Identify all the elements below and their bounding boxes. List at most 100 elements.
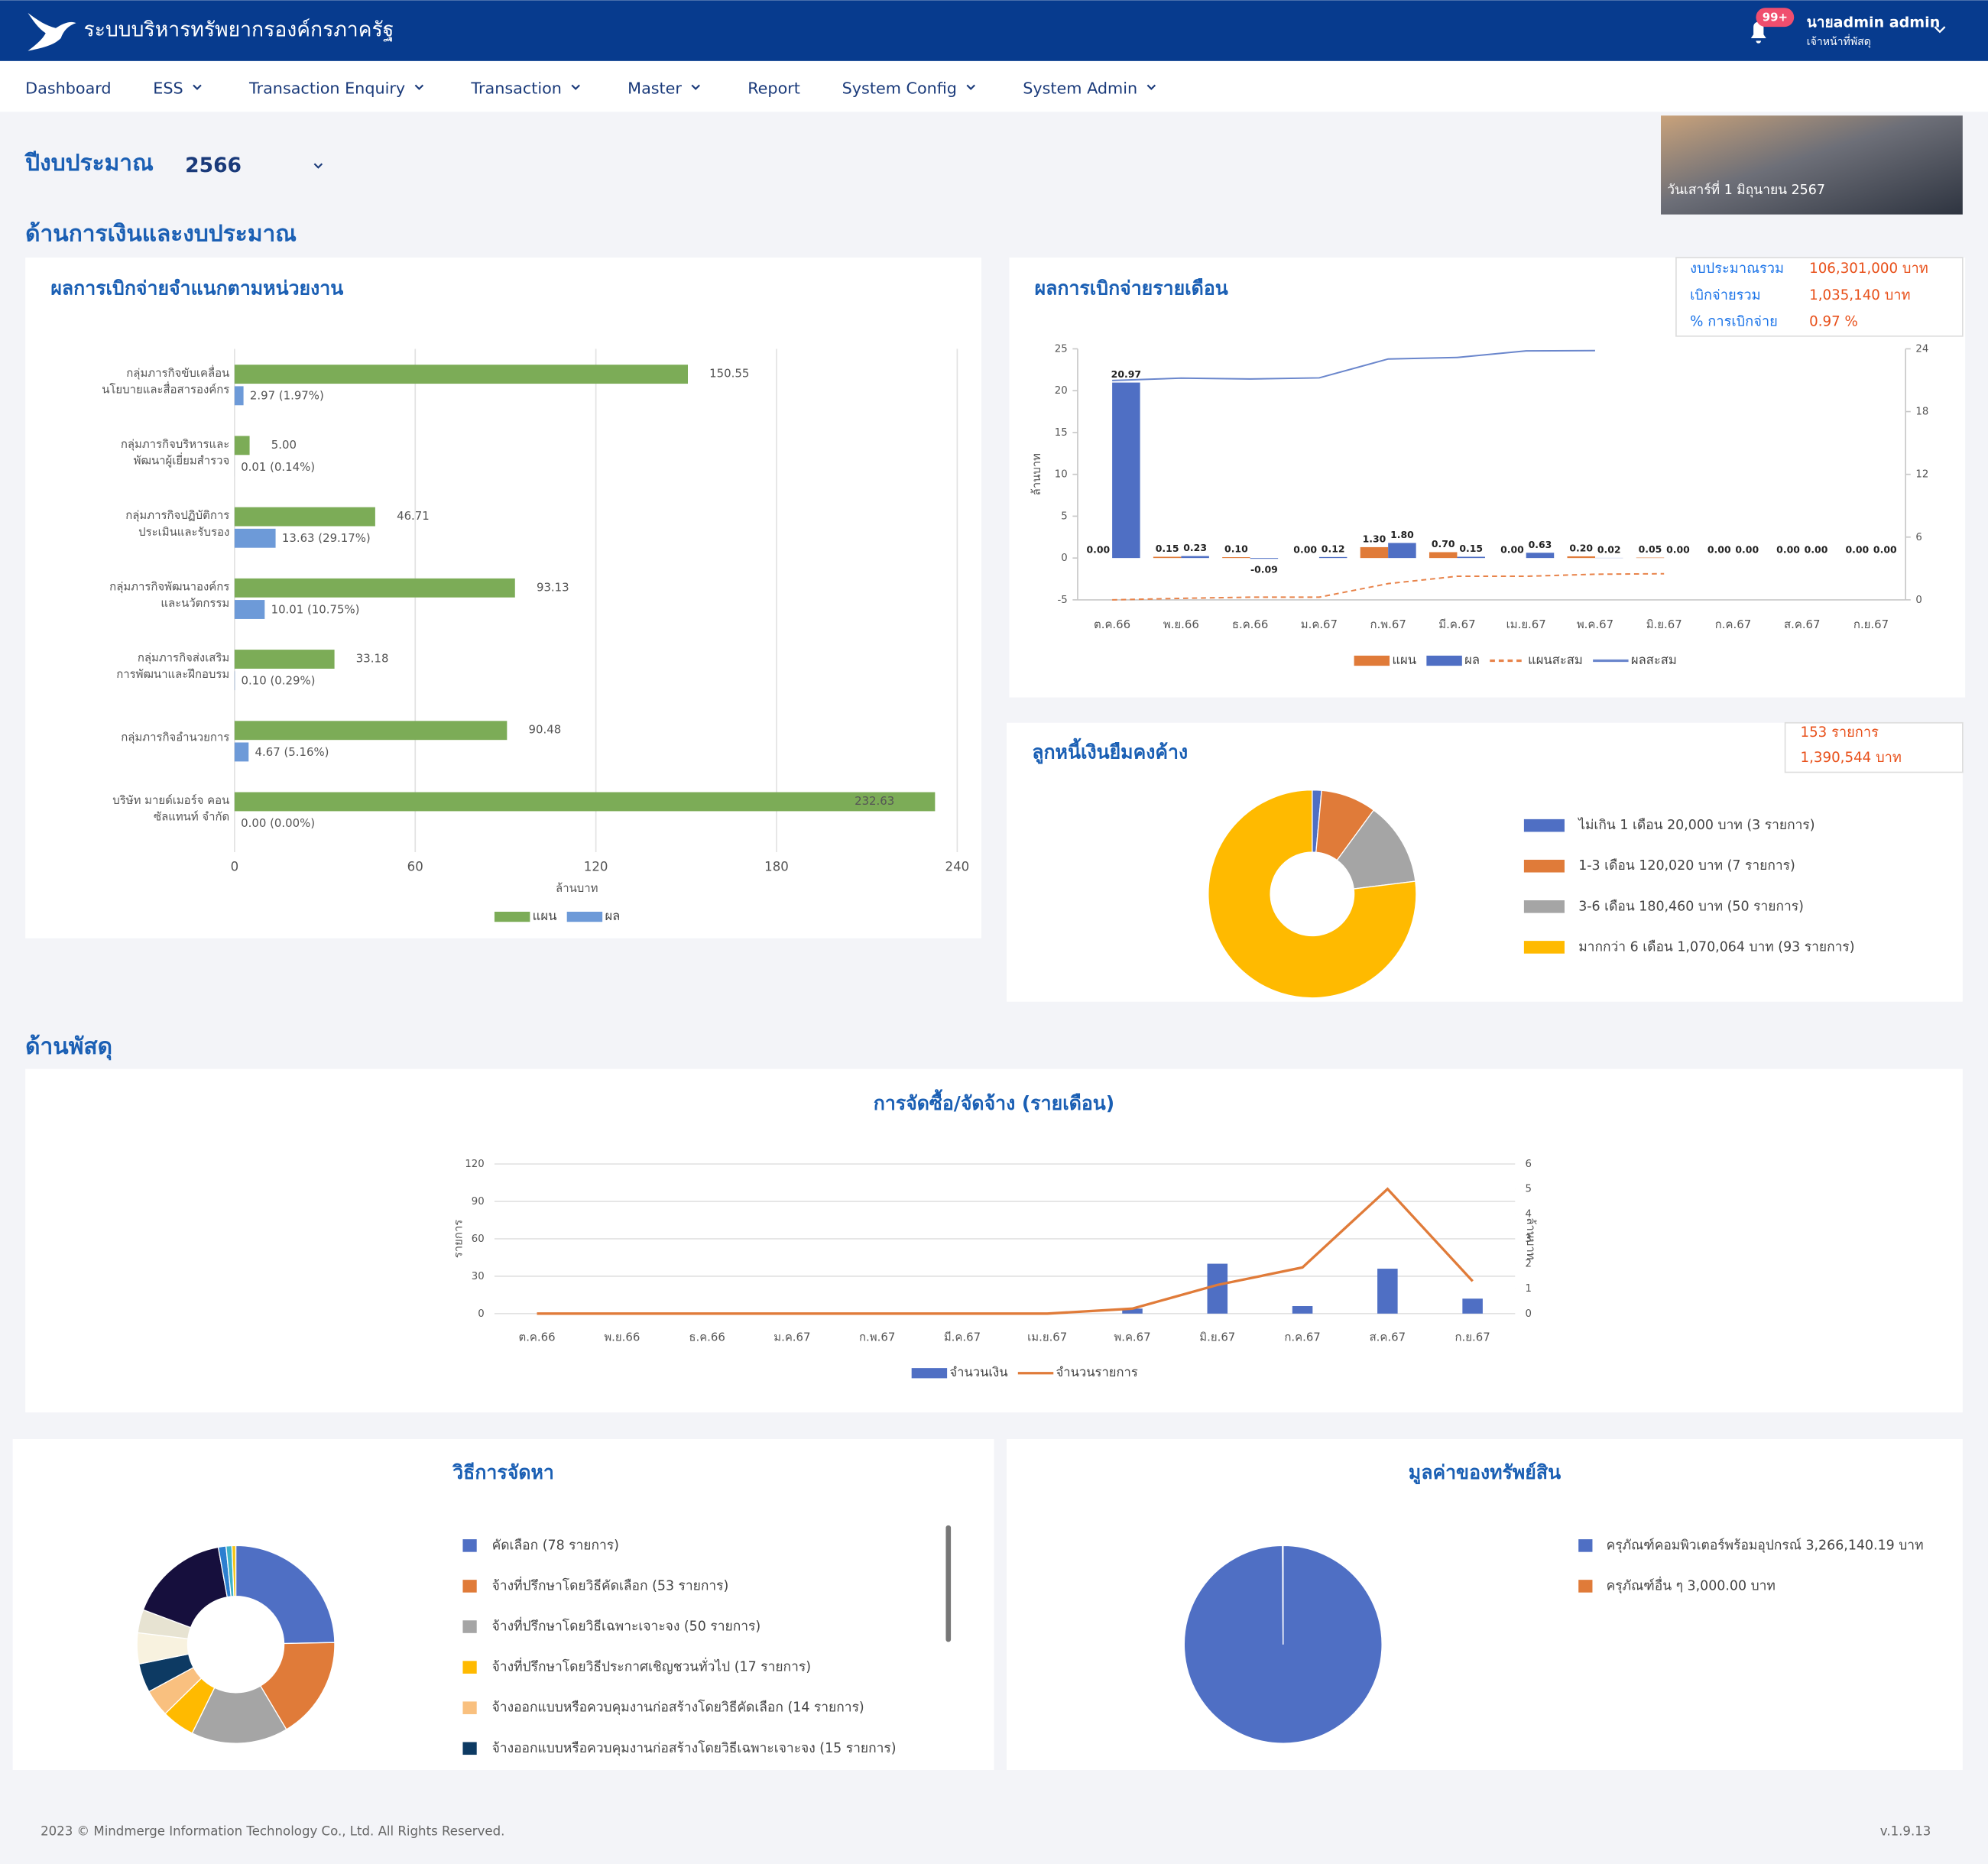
y2-axis-label: ล้านบาท (1524, 1217, 1538, 1259)
slice (231, 1545, 237, 1597)
value-label: 0.20 (1569, 543, 1593, 554)
legend-label: ผลสะสม (1631, 653, 1677, 667)
x-tick-label: ม.ค.67 (1301, 618, 1338, 631)
value-label: 0.01 (0.14%) (241, 460, 315, 474)
year-chevron[interactable] (313, 163, 323, 169)
summary-label: งบประมาณรวม (1690, 261, 1784, 277)
section-title: ด้านพัสดุ (25, 1033, 112, 1060)
chevron[interactable] (193, 84, 202, 90)
x-tick-label: 60 (407, 859, 423, 874)
user-chevron[interactable] (1934, 26, 1946, 34)
y-tick-label: 90 (472, 1196, 485, 1208)
x-axis-label: ล้านบาท (556, 881, 598, 895)
legend-label: มากกว่า 6 เดือน 1,070,064 บาท (93 รายการ… (1578, 939, 1854, 955)
x-tick-label: 180 (764, 859, 789, 874)
bar (1250, 558, 1279, 559)
nav-item[interactable]: Dashboard (25, 79, 111, 97)
bar (234, 578, 515, 598)
bar (234, 528, 276, 548)
logo[interactable] (28, 12, 76, 51)
nav-item[interactable]: Master (628, 79, 682, 97)
chevron[interactable] (414, 84, 424, 90)
budget-year-label: ปีงบประมาณ (24, 150, 154, 177)
value-label: 0.00 (1845, 544, 1869, 556)
summary-label: % การเบิกจ่าย (1690, 314, 1778, 330)
bar (1567, 556, 1595, 559)
value-label: 0.00 (1776, 544, 1800, 556)
y-tick-label: 60 (472, 1233, 485, 1245)
badge-count: 99+ (1763, 11, 1788, 24)
bar (234, 742, 249, 762)
legend-swatch (1354, 655, 1390, 666)
value-label: -0.09 (1250, 564, 1278, 575)
bar (1318, 556, 1347, 559)
value-label: 10.01 (10.75%) (271, 602, 360, 616)
bar (1457, 556, 1485, 559)
x-tick-label: 0 (231, 859, 239, 874)
bell-icon[interactable] (1750, 21, 1766, 44)
value-label: 0.23 (1183, 542, 1207, 553)
legend-swatch (566, 911, 603, 922)
chevron[interactable] (966, 84, 975, 90)
y2-tick-label: 24 (1915, 343, 1928, 355)
bar (1360, 546, 1389, 559)
bar (1112, 382, 1140, 559)
bar (1429, 552, 1458, 559)
value-label: 0.00 (0.00%) (241, 816, 315, 830)
summary-value: 106,301,000 บาท (1809, 261, 1928, 277)
legend-label: จ้างที่ปรึกษาโดยวิธีเฉพาะเจาะจง (50 รายก… (492, 1617, 761, 1635)
nav-item[interactable]: System Admin (1023, 79, 1137, 97)
value-label: 33.18 (356, 652, 389, 666)
x-tick-label: มิ.ย.67 (1646, 618, 1682, 631)
legend-label: แผน (533, 909, 557, 923)
y-tick-label: พัฒนาผู้เยี่ยมสำรวจ (134, 452, 230, 468)
y-tick-label: ซัลแทนท์ จำกัด (154, 810, 229, 824)
legend-label: ผล (605, 909, 620, 923)
bar (1153, 556, 1182, 559)
bar (1222, 557, 1250, 559)
value-label: 90.48 (529, 723, 562, 737)
nav-item[interactable]: Report (748, 79, 800, 97)
y-tick-label: 25 (1055, 343, 1068, 355)
legend-swatch (911, 1368, 948, 1379)
budget-year-value[interactable]: 2566 (185, 154, 242, 177)
legend-swatch (462, 1620, 477, 1633)
user-name[interactable]: นายadmin admin (1807, 15, 1941, 31)
user-role: เจ้าหน้าที่พัสดุ (1807, 34, 1871, 48)
header-bar (0, 0, 1988, 61)
legend-swatch (1578, 1539, 1593, 1552)
chart-title: การจัดซื้อ/จัดจ้าง (รายเดือน) (874, 1089, 1114, 1114)
bar (234, 600, 265, 619)
section-title: ด้านการเงินและงบประมาณ (25, 221, 297, 248)
chevron[interactable] (691, 84, 700, 90)
nav-item[interactable]: Transaction Enquiry (248, 79, 405, 97)
bar (234, 436, 250, 455)
line (537, 1187, 1474, 1315)
value-label: 0.00 (1805, 544, 1828, 556)
chevron[interactable] (571, 84, 580, 90)
nav-item[interactable]: System Config (842, 79, 957, 97)
value-label: 93.13 (537, 580, 569, 594)
bar (234, 386, 244, 406)
bar (234, 792, 936, 812)
slice (1208, 789, 1417, 999)
nav-item[interactable]: ESS (153, 79, 183, 97)
legend-swatch (462, 1701, 477, 1714)
y-tick-label: กลุ่มภารกิจพัฒนาองค์กร (109, 579, 229, 593)
nav-item[interactable]: Transaction (470, 79, 562, 97)
y-tick-label: 15 (1055, 427, 1068, 439)
summary-label: เบิกจ่ายรวม (1690, 287, 1761, 303)
y2-tick-label: 4 (1526, 1208, 1532, 1220)
x-tick-label: ก.ย.67 (1455, 1330, 1490, 1344)
y-tick-label: -5 (1057, 595, 1067, 606)
legend-label: แผน (1392, 653, 1416, 667)
chevron[interactable] (1146, 84, 1156, 90)
value-label: 1.30 (1363, 533, 1386, 544)
nav-bar (0, 60, 1988, 112)
x-tick-label: เม.ย.67 (1506, 618, 1546, 631)
panel (1007, 1439, 1963, 1770)
scrollbar[interactable] (945, 1525, 952, 1642)
x-tick-label: พ.ค.67 (1114, 1330, 1150, 1344)
x-tick-label: ม.ค.67 (773, 1330, 810, 1344)
legend-swatch (462, 1661, 477, 1674)
